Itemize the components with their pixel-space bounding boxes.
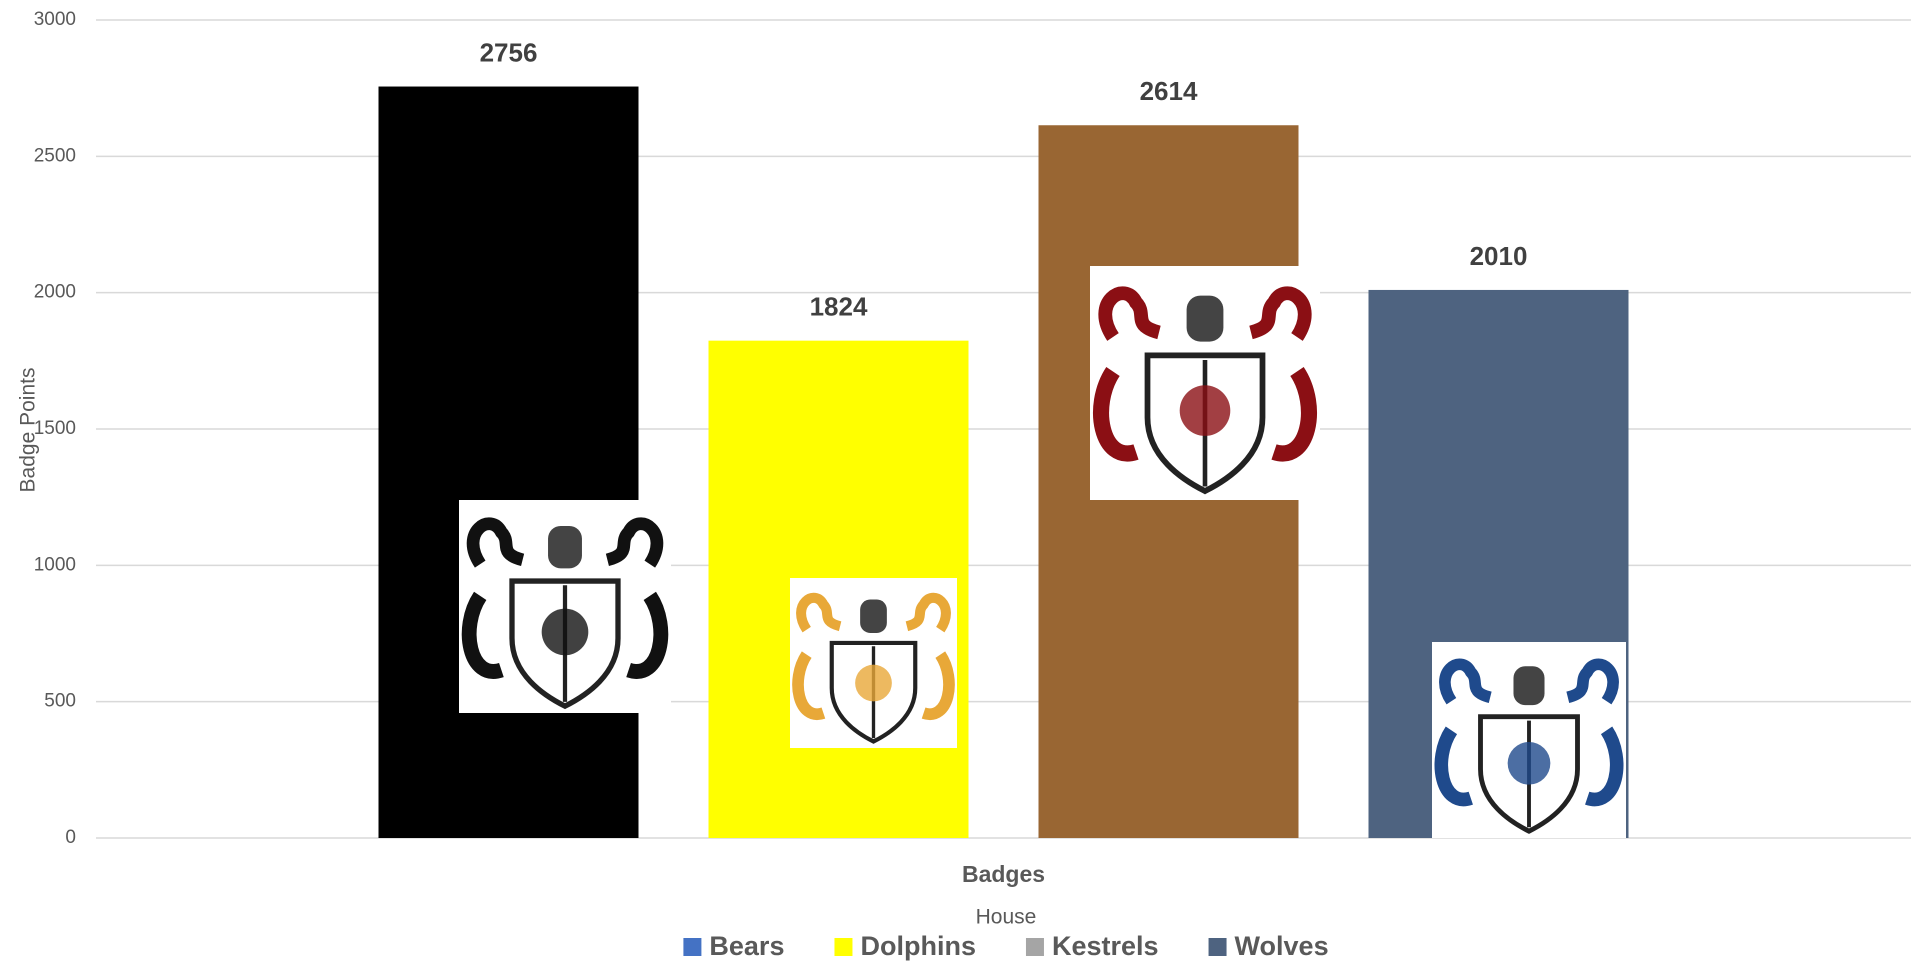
legend-swatch xyxy=(683,938,701,956)
legend: Bears Dolphins Kestrels Wolves xyxy=(683,931,1328,961)
y-tick-label: 2500 xyxy=(34,145,76,166)
y-axis-title: Badge Points xyxy=(17,368,40,493)
y-tick-label: 2000 xyxy=(34,282,76,303)
x-axis-title: House xyxy=(976,906,1037,929)
legend-swatch xyxy=(1209,938,1227,956)
bar xyxy=(379,87,639,838)
chart: 0 500 1000 1500 2000 2500 3000 2756 1824 2614 2010… xyxy=(0,0,1921,973)
legend-label: Wolves xyxy=(1235,931,1329,961)
x-tick-label: Badges xyxy=(962,861,1045,887)
value-label: 1824 xyxy=(810,292,868,322)
value-label: 2614 xyxy=(1140,76,1198,106)
y-tick-label: 3000 xyxy=(34,9,76,30)
legend-label: Bears xyxy=(709,931,784,961)
y-tick-label: 0 xyxy=(65,827,76,848)
legend-swatch xyxy=(834,938,852,956)
legend-label: Dolphins xyxy=(860,931,976,961)
legend-swatch xyxy=(1026,938,1044,956)
y-tick-label: 1000 xyxy=(34,554,76,575)
plot-area: 0 500 1000 1500 2000 2500 3000 2756 1824 2614 2010… xyxy=(34,9,1911,887)
y-tick-label: 500 xyxy=(44,691,76,712)
legend-label: Kestrels xyxy=(1052,931,1159,961)
value-label: 2010 xyxy=(1470,241,1528,271)
y-tick-label: 1500 xyxy=(34,418,76,439)
value-label: 2756 xyxy=(480,37,538,67)
